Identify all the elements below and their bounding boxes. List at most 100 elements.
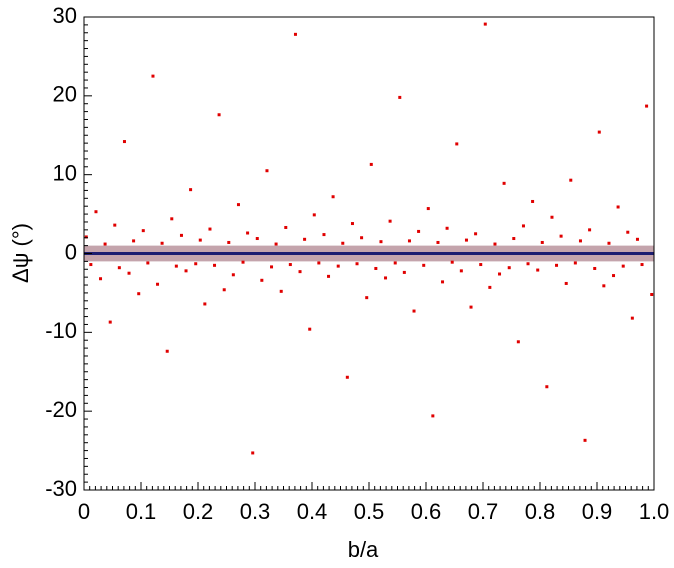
point [151, 74, 155, 78]
point [103, 242, 107, 246]
point [94, 210, 98, 214]
point [512, 237, 516, 241]
point [108, 320, 112, 324]
x-tick-label: 0.3 [240, 499, 271, 524]
point [474, 232, 478, 236]
x-tick-label: 0.7 [468, 499, 499, 524]
x-tick-label: 0.1 [126, 499, 157, 524]
point [341, 241, 345, 245]
point [621, 264, 625, 268]
y-tick-label: -10 [45, 318, 77, 343]
point [279, 289, 283, 293]
point [345, 375, 349, 379]
point [612, 274, 616, 278]
point [317, 261, 321, 265]
point [184, 269, 188, 273]
x-axis-label: b/a [348, 537, 379, 562]
point [137, 292, 141, 296]
point [355, 262, 359, 266]
x-tick-label: 0 [78, 499, 90, 524]
point [246, 231, 250, 235]
point [369, 162, 373, 166]
point [412, 309, 416, 313]
point [189, 188, 193, 192]
y-tick-label: -30 [45, 476, 77, 501]
point [531, 199, 535, 203]
point [559, 234, 563, 238]
point [217, 113, 221, 117]
point [179, 233, 183, 237]
point [113, 223, 117, 227]
point [422, 263, 426, 267]
point [213, 263, 217, 267]
x-tick-label: 0.9 [582, 499, 613, 524]
point [327, 274, 331, 278]
x-tick-label: 0.4 [297, 499, 328, 524]
point [479, 263, 483, 267]
point [312, 213, 316, 217]
point [645, 104, 649, 108]
point [459, 269, 463, 273]
point [455, 142, 459, 146]
point [174, 264, 178, 268]
point [265, 169, 269, 173]
point [602, 284, 606, 288]
point [555, 263, 559, 267]
point [298, 270, 302, 274]
point [241, 260, 245, 264]
y-tick-label: 0 [65, 239, 77, 264]
point [303, 237, 307, 241]
point [431, 414, 435, 418]
y-tick-label: 30 [53, 3, 77, 28]
point [270, 265, 274, 269]
point [251, 451, 255, 455]
point [198, 238, 202, 242]
point [607, 241, 611, 245]
point [236, 203, 240, 207]
point [488, 285, 492, 289]
point [402, 270, 406, 274]
point [222, 288, 226, 292]
point [360, 236, 364, 240]
point [569, 178, 573, 182]
point [322, 233, 326, 237]
point [255, 237, 259, 241]
point [536, 268, 540, 272]
point [293, 32, 297, 36]
x-tick-label: 0.2 [183, 499, 214, 524]
point [156, 282, 160, 286]
point [99, 277, 103, 281]
point [393, 261, 397, 265]
point [516, 340, 520, 344]
point [436, 240, 440, 244]
x-tick-label: 0.8 [525, 499, 556, 524]
point [540, 240, 544, 244]
point [203, 302, 207, 306]
point [597, 130, 601, 134]
point [231, 273, 235, 277]
point [331, 195, 335, 199]
point [441, 280, 445, 284]
point [502, 181, 506, 185]
point [160, 241, 164, 245]
point [132, 239, 136, 243]
point [498, 272, 502, 276]
point [398, 95, 402, 99]
point [464, 238, 468, 242]
point [426, 207, 430, 211]
plot-frame [83, 16, 655, 491]
point [630, 316, 634, 320]
point [507, 266, 511, 270]
point [593, 266, 597, 270]
point [227, 240, 231, 244]
point [141, 229, 145, 233]
point [122, 140, 126, 144]
x-tick-label: 0.6 [411, 499, 442, 524]
point [365, 296, 369, 300]
point [550, 215, 554, 219]
point [545, 385, 549, 389]
point [493, 242, 497, 246]
point [521, 224, 525, 228]
point [616, 205, 620, 209]
point [650, 292, 654, 296]
